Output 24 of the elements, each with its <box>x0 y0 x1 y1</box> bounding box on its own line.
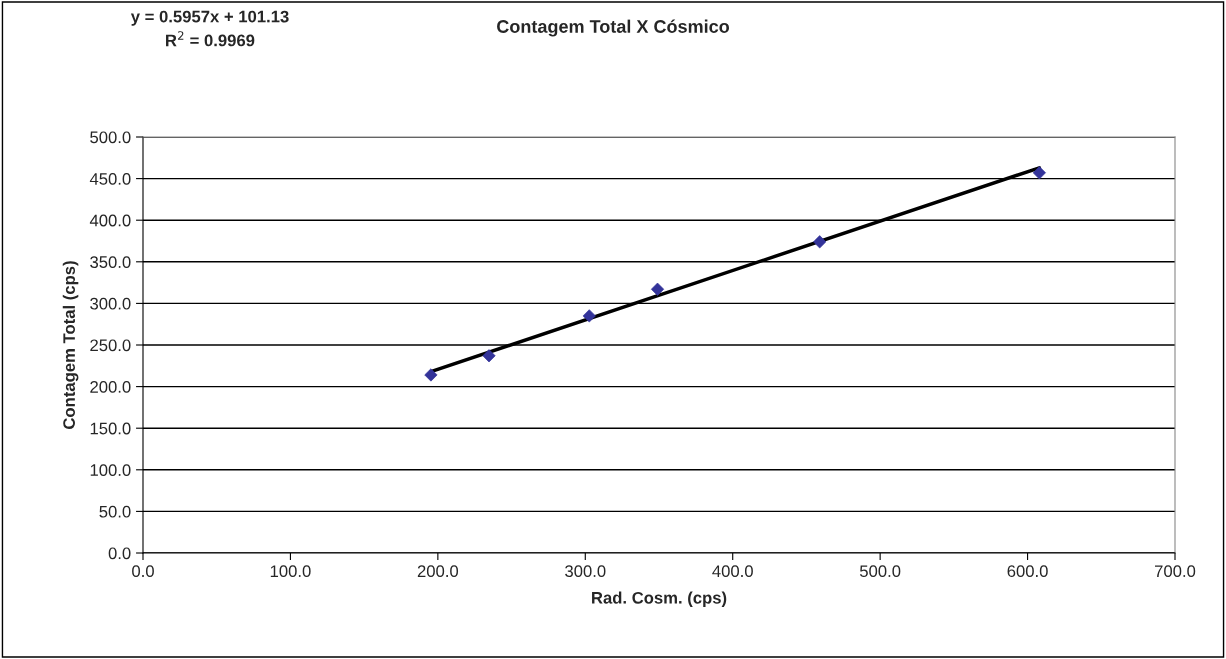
y-tick-label: 350.0 <box>90 256 131 268</box>
x-tick-label: 0.0 <box>132 565 154 578</box>
y-axis-title: Contagem Total (cps) <box>62 261 79 429</box>
y-tick-label: 50.0 <box>99 505 131 518</box>
x-tick-label: 500.0 <box>859 565 901 578</box>
x-tick-label: 700.0 <box>1155 565 1196 578</box>
x-axis-title: Rad. Cosm. (cps) <box>592 591 727 607</box>
x-tick-label: 400.0 <box>712 565 753 578</box>
y-tick-label: 150.0 <box>90 422 131 435</box>
y-tick-label: 250.0 <box>90 339 131 352</box>
x-tick-label: 200.0 <box>417 565 459 578</box>
x-tick-label: 600.0 <box>1007 565 1048 578</box>
y-tick-label: 450.0 <box>89 173 131 185</box>
y-tick-label: 300.0 <box>90 297 131 310</box>
y-tick-label: 100.0 <box>90 464 131 476</box>
y-tick-label: 200.0 <box>90 381 131 393</box>
text: y = 0.5957x + 101.13 <box>130 10 289 26</box>
x-tick-label: 300.0 <box>565 565 606 578</box>
y-tick-label: 500.0 <box>90 131 131 144</box>
text: R$^{2}$ = 0.9969 <box>166 31 255 47</box>
chart-title: Contagem Total X Cósmico <box>497 19 730 37</box>
x-tick-label: 100.0 <box>270 565 311 578</box>
y-tick-label: 400.0 <box>89 214 131 227</box>
y-tick-label: 0.0 <box>108 547 131 560</box>
